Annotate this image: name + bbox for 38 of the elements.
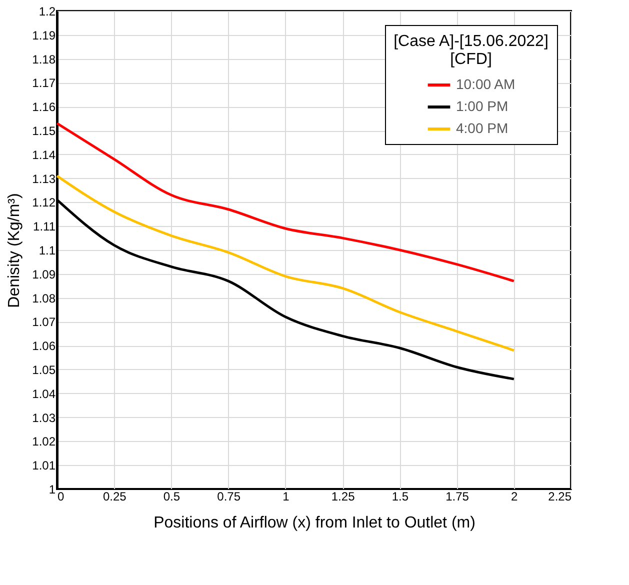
x-tick-label: 2.25 xyxy=(548,490,572,504)
x-tick-label: 1 xyxy=(282,490,290,504)
y-tick-label: 1.09 xyxy=(32,267,56,282)
x-tick-label: 0.75 xyxy=(217,490,241,504)
y-tick-label: 1.15 xyxy=(32,124,56,138)
y-tick-label: 1.01 xyxy=(32,458,56,473)
line-series xyxy=(56,174,516,352)
y-tick-label: 1.12 xyxy=(32,196,56,210)
y-tick-label: 1.19 xyxy=(32,28,56,42)
x-tick-label: 1.25 xyxy=(331,490,356,504)
x-tick-label: 0.25 xyxy=(102,490,127,504)
y-tick-label: 1.06 xyxy=(32,339,56,354)
y-tick-label: 1.1 xyxy=(38,244,56,258)
y-axis-title: Denisity (Kg/m³) xyxy=(6,193,24,308)
y-tick-label: 1.2 xyxy=(38,4,56,18)
x-tick-label: 1.75 xyxy=(446,490,470,504)
y-tick-label: 1.11 xyxy=(33,220,56,234)
x-axis-title: Positions of Airflow (x) from Inlet to Outlet (m) xyxy=(154,514,476,532)
x-tick-label: 2 xyxy=(511,490,518,504)
y-tick-label: 1.05 xyxy=(32,363,56,377)
y-tick-label: 1.13 xyxy=(32,172,56,186)
legend-label: 4:00 PM xyxy=(456,120,508,136)
x-tick-label: 1.5 xyxy=(392,490,409,504)
y-tick-label: 1.14 xyxy=(32,148,56,162)
y-tick-label: 1.03 xyxy=(32,410,56,425)
legend-title: [Case A]-[15.06.2022] [CFD] xyxy=(394,33,548,68)
line-series xyxy=(56,122,516,282)
y-tick-label: 1.18 xyxy=(32,52,56,66)
x-tick-label: 0 xyxy=(58,490,64,504)
y-tick-label: 1.04 xyxy=(32,386,56,401)
legend-label: 1:00 PM xyxy=(456,98,508,114)
y-tick-label: 1.07 xyxy=(32,315,56,330)
y-tick-label: 1.16 xyxy=(32,100,56,114)
y-tick-label: 1.17 xyxy=(32,76,56,90)
y-tick-label: 1.02 xyxy=(32,434,56,449)
legend-label: 10:00 AM xyxy=(456,76,516,92)
y-tick-label: 1.08 xyxy=(32,291,56,306)
x-tick-label: 0.5 xyxy=(163,490,180,504)
